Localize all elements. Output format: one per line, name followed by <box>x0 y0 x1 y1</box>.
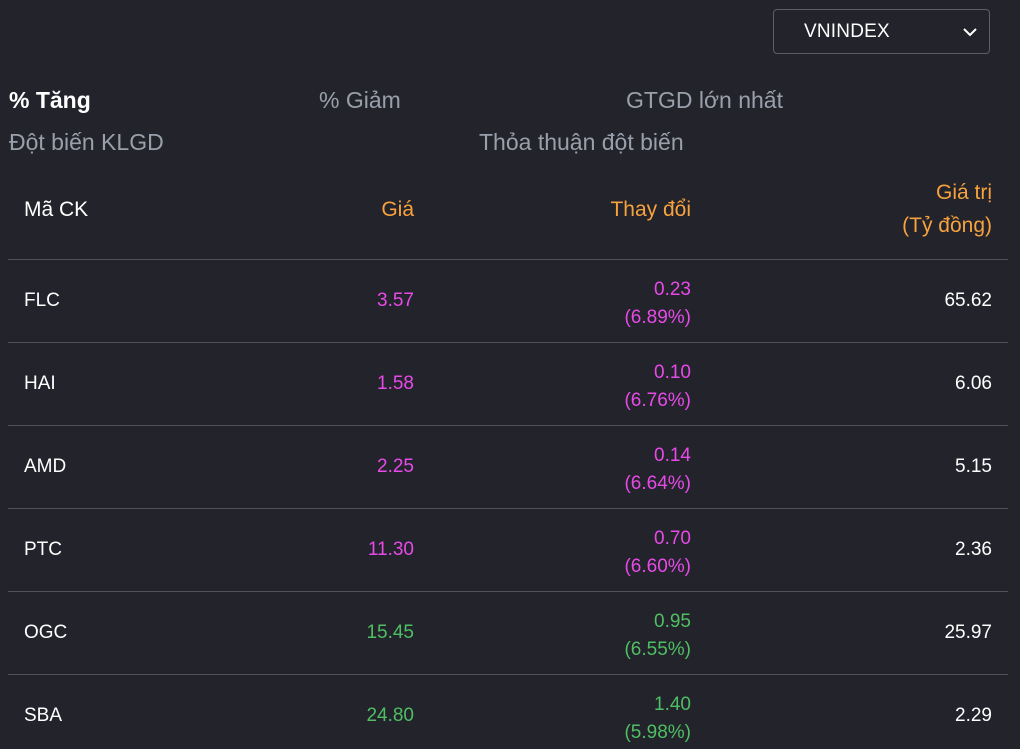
row-price: 11.30 <box>367 539 414 560</box>
table-row[interactable]: OGC 15.45 0.95 (6.55%) 25.97 <box>0 591 1020 674</box>
chevron-down-icon <box>963 28 977 37</box>
row-change-percent: (5.98%) <box>624 722 691 743</box>
row-divider <box>8 425 1008 426</box>
column-header-price[interactable]: Giá <box>381 198 414 221</box>
row-change: 0.70 (6.60%) <box>624 525 691 581</box>
row-change: 0.14 (6.64%) <box>624 442 691 498</box>
tab-largest-trading-value[interactable]: GTGD lớn nhất <box>626 87 783 113</box>
row-change: 0.10 (6.76%) <box>624 359 691 415</box>
row-price: 2.25 <box>377 456 414 477</box>
row-change-value: 0.23 <box>654 279 691 300</box>
row-change-value: 0.10 <box>654 362 691 383</box>
row-change: 0.23 (6.89%) <box>624 276 691 332</box>
tab-volume-spike[interactable]: Đột biến KLGD <box>9 129 164 155</box>
row-change-value: 0.70 <box>654 528 691 549</box>
row-symbol: AMD <box>24 456 67 477</box>
row-divider <box>8 591 1008 592</box>
row-symbol: HAI <box>24 373 56 394</box>
table-row[interactable]: SBA 24.80 1.40 (5.98%) 2.29 <box>0 674 1020 749</box>
table-row[interactable]: PTC 11.30 0.70 (6.60%) 2.36 <box>0 508 1020 591</box>
row-price: 15.45 <box>366 622 414 643</box>
row-value: 5.15 <box>955 456 992 477</box>
column-header-value-unit: (Tỷ đồng) <box>902 214 992 237</box>
row-change-percent: (6.76%) <box>624 390 691 411</box>
row-symbol: PTC <box>24 539 62 560</box>
row-value: 2.36 <box>955 539 992 560</box>
row-value: 65.62 <box>944 290 992 311</box>
row-value: 2.29 <box>955 705 992 726</box>
index-select-value: VNINDEX <box>804 20 890 42</box>
row-change-value: 0.95 <box>654 611 691 632</box>
row-change-value: 0.14 <box>654 445 691 466</box>
column-header-value[interactable]: Giá trị <box>935 181 992 204</box>
row-change: 0.95 (6.55%) <box>624 608 691 664</box>
column-header-change[interactable]: Thay đổi <box>610 198 691 221</box>
tab-percent-decrease[interactable]: % Giảm <box>319 87 401 113</box>
row-value: 25.97 <box>944 622 992 643</box>
index-select[interactable]: VNINDEX <box>773 9 990 54</box>
row-symbol: FLC <box>24 290 60 311</box>
row-change-percent: (6.60%) <box>624 556 691 577</box>
row-price: 24.80 <box>366 705 414 726</box>
row-change: 1.40 (5.98%) <box>624 691 691 747</box>
row-change-percent: (6.89%) <box>624 307 691 328</box>
row-symbol: OGC <box>24 622 68 643</box>
tab-negotiated-spike[interactable]: Thỏa thuận đột biến <box>479 129 684 155</box>
row-divider <box>8 508 1008 509</box>
row-price: 3.57 <box>377 290 414 311</box>
row-symbol: SBA <box>24 705 63 726</box>
row-change-value: 1.40 <box>654 694 691 715</box>
table-row[interactable]: HAI 1.58 0.10 (6.76%) 6.06 <box>0 342 1020 425</box>
column-header-symbol[interactable]: Mã CK <box>24 198 89 221</box>
row-change-percent: (6.64%) <box>624 473 691 494</box>
row-divider <box>8 674 1008 675</box>
row-value: 6.06 <box>955 373 992 394</box>
row-divider <box>8 342 1008 343</box>
header-divider <box>8 259 1008 260</box>
tab-percent-increase[interactable]: % Tăng <box>9 87 91 113</box>
table-row[interactable]: AMD 2.25 0.14 (6.64%) 5.15 <box>0 425 1020 508</box>
table-row[interactable]: FLC 3.57 0.23 (6.89%) 65.62 <box>0 259 1020 342</box>
row-change-percent: (6.55%) <box>624 639 691 660</box>
row-price: 1.58 <box>377 373 414 394</box>
